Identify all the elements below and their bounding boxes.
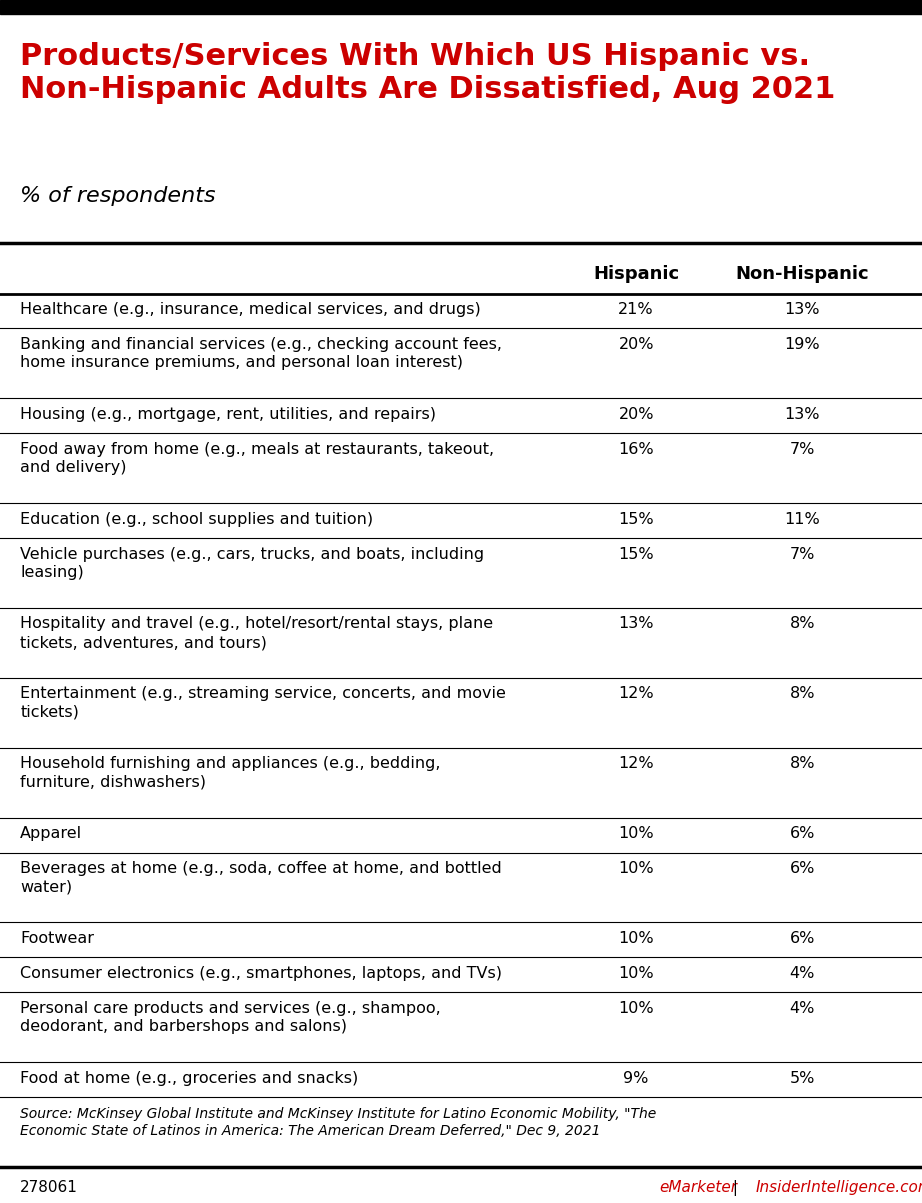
Text: eMarketer: eMarketer	[659, 1180, 738, 1195]
Text: 21%: 21%	[619, 302, 654, 316]
Text: % of respondents: % of respondents	[20, 186, 216, 207]
Text: 8%: 8%	[789, 686, 815, 701]
Text: 10%: 10%	[619, 861, 654, 876]
Text: Footwear: Footwear	[20, 931, 94, 946]
Text: 11%: 11%	[785, 511, 820, 527]
Text: |: |	[728, 1180, 743, 1196]
Text: 13%: 13%	[619, 616, 654, 632]
Text: 278061: 278061	[20, 1180, 78, 1195]
Bar	[0, 0, 922, 14]
Text: Banking and financial services (e.g., checking account fees,
home insurance prem: Banking and financial services (e.g., ch…	[20, 337, 502, 371]
Text: 12%: 12%	[619, 686, 654, 701]
Text: 6%: 6%	[789, 861, 815, 876]
Text: 10%: 10%	[619, 1001, 654, 1015]
Text: Food at home (e.g., groceries and snacks): Food at home (e.g., groceries and snacks…	[20, 1071, 359, 1085]
Text: 8%: 8%	[789, 757, 815, 771]
Text: Entertainment (e.g., streaming service, concerts, and movie
tickets): Entertainment (e.g., streaming service, …	[20, 686, 506, 719]
Text: Food away from home (e.g., meals at restaurants, takeout,
and delivery): Food away from home (e.g., meals at rest…	[20, 442, 494, 475]
Text: 15%: 15%	[619, 511, 654, 527]
Text: Products/Services With Which US Hispanic vs.
Non-Hispanic Adults Are Dissatisfie: Products/Services With Which US Hispanic…	[20, 42, 835, 103]
Text: 20%: 20%	[619, 337, 654, 352]
Text: Hispanic: Hispanic	[593, 265, 680, 283]
Text: Vehicle purchases (e.g., cars, trucks, and boats, including
leasing): Vehicle purchases (e.g., cars, trucks, a…	[20, 546, 484, 580]
Text: 4%: 4%	[789, 966, 815, 980]
Text: 13%: 13%	[785, 302, 820, 316]
Text: 15%: 15%	[619, 546, 654, 562]
Text: 5%: 5%	[789, 1071, 815, 1085]
Text: 13%: 13%	[785, 407, 820, 422]
Text: Education (e.g., school supplies and tuition): Education (e.g., school supplies and tui…	[20, 511, 373, 527]
Text: Non-Hispanic: Non-Hispanic	[736, 265, 869, 283]
Text: 6%: 6%	[789, 931, 815, 946]
Text: Household furnishing and appliances (e.g., bedding,
furniture, dishwashers): Household furnishing and appliances (e.g…	[20, 757, 441, 789]
Text: Consumer electronics (e.g., smartphones, laptops, and TVs): Consumer electronics (e.g., smartphones,…	[20, 966, 502, 980]
Text: 10%: 10%	[619, 826, 654, 841]
Text: 7%: 7%	[789, 546, 815, 562]
Text: 10%: 10%	[619, 966, 654, 980]
Text: InsiderIntelligence.com: InsiderIntelligence.com	[756, 1180, 922, 1195]
Text: Source: McKinsey Global Institute and McKinsey Institute for Latino Economic Mob: Source: McKinsey Global Institute and Mc…	[20, 1107, 656, 1138]
Text: 4%: 4%	[789, 1001, 815, 1015]
Text: Personal care products and services (e.g., shampoo,
deodorant, and barbershops a: Personal care products and services (e.g…	[20, 1001, 441, 1035]
Text: 9%: 9%	[623, 1071, 649, 1085]
Text: 10%: 10%	[619, 931, 654, 946]
Text: 19%: 19%	[785, 337, 820, 352]
Text: Beverages at home (e.g., soda, coffee at home, and bottled
water): Beverages at home (e.g., soda, coffee at…	[20, 861, 502, 895]
Text: 20%: 20%	[619, 407, 654, 422]
Text: 7%: 7%	[789, 442, 815, 457]
Text: 6%: 6%	[789, 826, 815, 841]
Text: Healthcare (e.g., insurance, medical services, and drugs): Healthcare (e.g., insurance, medical ser…	[20, 302, 481, 316]
Text: Housing (e.g., mortgage, rent, utilities, and repairs): Housing (e.g., mortgage, rent, utilities…	[20, 407, 436, 422]
Text: Apparel: Apparel	[20, 826, 82, 841]
Text: Hospitality and travel (e.g., hotel/resort/rental stays, plane
tickets, adventur: Hospitality and travel (e.g., hotel/reso…	[20, 616, 493, 650]
Text: 8%: 8%	[789, 616, 815, 632]
Text: 16%: 16%	[619, 442, 654, 457]
Text: 12%: 12%	[619, 757, 654, 771]
